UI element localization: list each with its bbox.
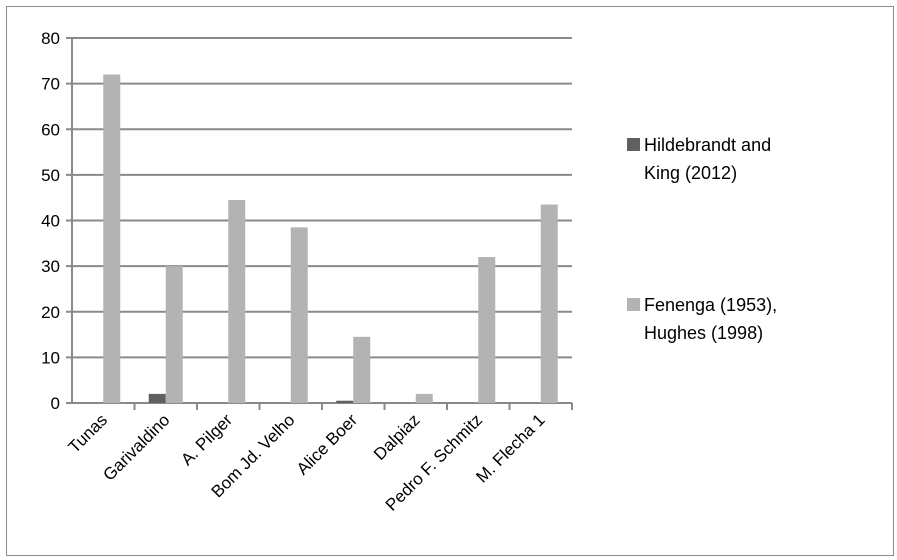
bar <box>165 266 183 403</box>
y-tick-label: 50 <box>41 166 60 185</box>
y-tick-label: 80 <box>41 29 60 48</box>
legend-label: Hughes (1998) <box>644 323 763 343</box>
bar <box>103 74 121 403</box>
bar <box>415 393 433 403</box>
bar <box>353 336 371 403</box>
x-tick-label: Alice Boer <box>293 410 361 478</box>
y-tick-label: 20 <box>41 303 60 322</box>
legend-label: Hildebrandt and <box>644 135 771 155</box>
y-tick-label: 10 <box>41 348 60 367</box>
y-tick-label: 0 <box>51 394 60 413</box>
x-tick-label: Tunas <box>65 410 111 456</box>
y-tick-label: 70 <box>41 75 60 94</box>
y-tick-label: 30 <box>41 257 60 276</box>
chart-frame <box>6 6 894 556</box>
bar <box>478 257 496 403</box>
legend-swatch <box>627 138 640 151</box>
bar <box>540 204 558 403</box>
bar <box>228 199 246 403</box>
bar <box>336 400 354 403</box>
x-tick-label: Garivaldino <box>99 410 173 484</box>
bar <box>290 227 308 403</box>
legend-swatch <box>627 298 640 311</box>
x-tick-label: Dalpiaz <box>370 410 424 464</box>
legend-label: King (2012) <box>644 163 737 183</box>
x-tick-label: A. Pilger <box>177 410 236 469</box>
legend-label: Fenenga (1953), <box>644 295 777 315</box>
y-tick-label: 60 <box>41 120 60 139</box>
bar <box>148 393 166 403</box>
y-tick-label: 40 <box>41 212 60 231</box>
